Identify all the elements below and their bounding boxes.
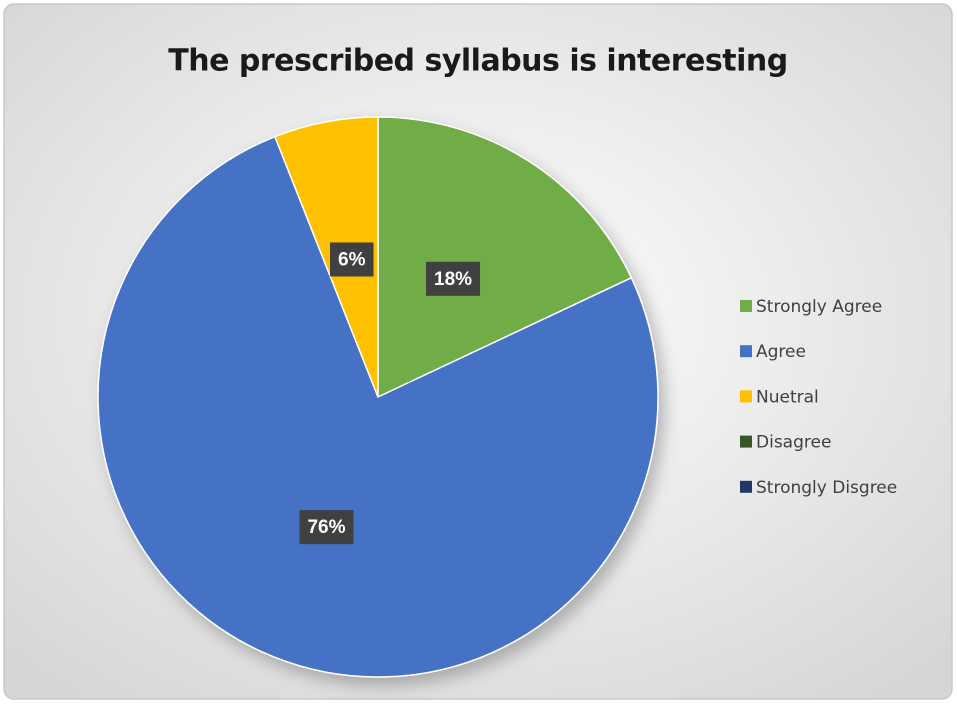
legend-swatch — [740, 390, 752, 403]
data-label: 18% — [434, 269, 472, 290]
legend-label: Strongly Disgree — [756, 478, 897, 498]
data-label: 6% — [338, 249, 366, 270]
pie-slice — [377, 116, 633, 399]
data-label-group: 6% — [330, 242, 374, 277]
legend-swatch — [740, 300, 752, 312]
data-label-box — [299, 510, 354, 545]
data-label-box — [426, 261, 481, 296]
data-label-box — [330, 242, 374, 277]
legend-swatch — [740, 435, 752, 448]
pie-slice — [273, 116, 379, 398]
legend-label: Disagree — [756, 433, 831, 453]
pie — [97, 116, 659, 678]
legend-swatch — [740, 345, 752, 358]
data-label-group: 76% — [299, 510, 354, 545]
legend-label: Nuetral — [756, 387, 819, 407]
legend-label: Strongly Agree — [756, 297, 882, 317]
data-label: 76% — [307, 517, 345, 538]
legend-label: Agree — [756, 342, 806, 362]
legend-swatch — [740, 480, 752, 493]
chart-title: The prescribed syllabus is interesting — [168, 44, 787, 79]
data-label-group: 18% — [426, 261, 481, 296]
pie-slice — [97, 135, 659, 678]
